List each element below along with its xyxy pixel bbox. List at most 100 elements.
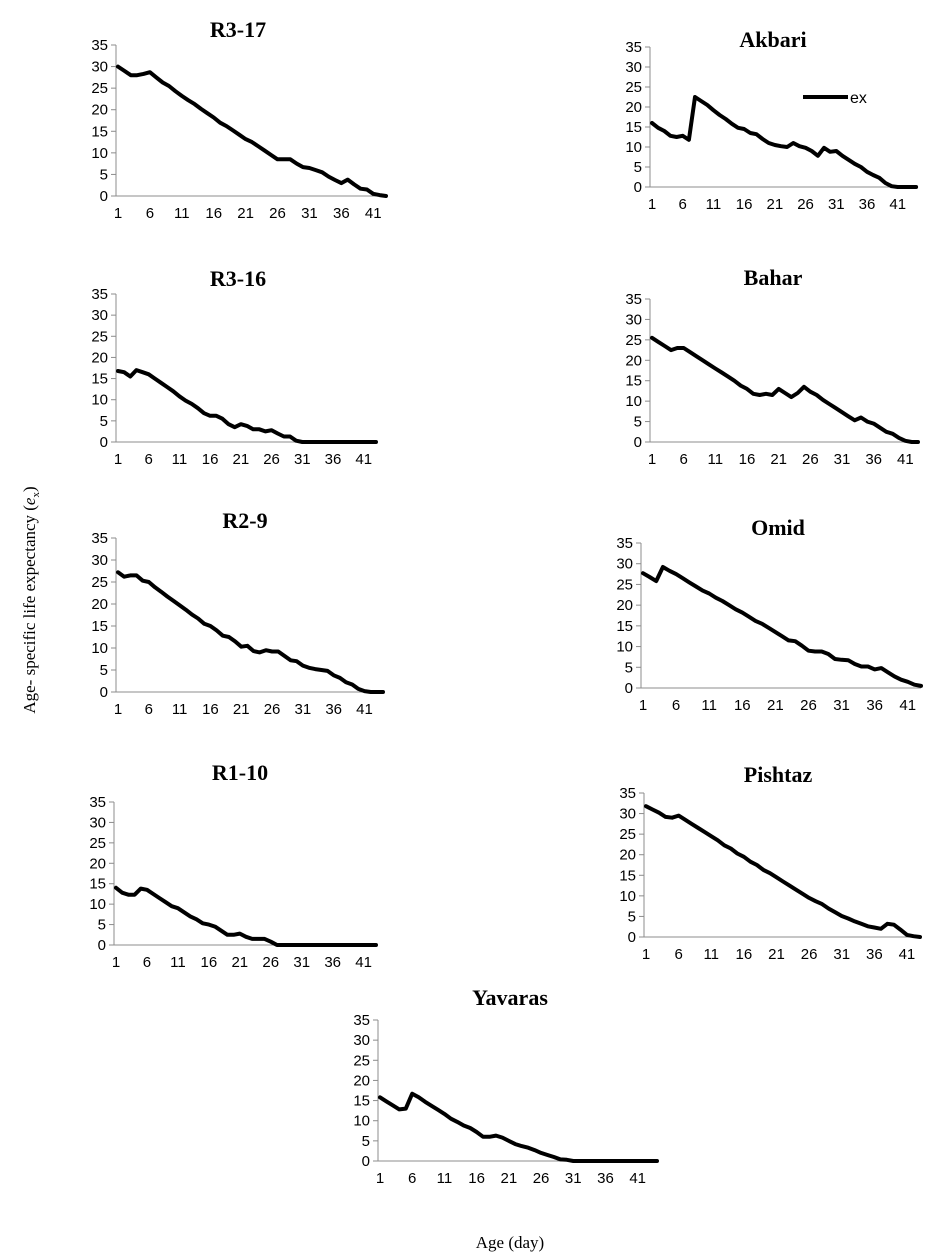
x-tick-label: 31 (833, 697, 850, 714)
y-tick-label: 25 (89, 835, 106, 852)
x-tick-label: 36 (324, 954, 341, 971)
x-tick-label: 21 (237, 205, 254, 222)
x-tick-label: 21 (500, 1170, 517, 1187)
x-tick-label: 21 (767, 697, 784, 714)
y-tick-label: 35 (91, 286, 108, 303)
x-tick-label: 31 (828, 196, 845, 213)
x-tick-label: 1 (114, 205, 122, 222)
x-tick-label: 6 (145, 701, 153, 718)
y-tick-label: 25 (616, 576, 633, 593)
series-line (644, 804, 922, 939)
y-tick-label: 10 (89, 896, 106, 913)
y-tick-label: 35 (353, 1012, 370, 1029)
x-tick-label: 1 (642, 946, 650, 963)
y-tick-label: 25 (625, 79, 642, 96)
chart-title: Pishtaz (744, 762, 813, 787)
y-tick-label: 30 (625, 59, 642, 76)
chart-title: Omid (751, 515, 805, 540)
y-tick-label: 30 (619, 806, 636, 823)
x-tick-label: 36 (866, 946, 883, 963)
y-tick-label: 15 (91, 618, 108, 635)
y-tick-label: 0 (628, 929, 636, 946)
y-tick-label: 20 (616, 597, 633, 614)
x-tick-label: 26 (263, 451, 280, 468)
series-line (116, 570, 385, 694)
x-tick-label: 26 (801, 946, 818, 963)
y-tick-label: 25 (353, 1052, 370, 1069)
series-line (114, 885, 378, 947)
y-tick-label: 15 (625, 373, 642, 390)
x-tick-label: 41 (355, 451, 372, 468)
y-tick-label: 15 (89, 876, 106, 893)
y-tick-label: 35 (625, 291, 642, 308)
x-tick-label: 11 (701, 697, 717, 714)
x-tick-label: 1 (639, 697, 647, 714)
x-tick-label: 36 (325, 451, 342, 468)
x-tick-label: 16 (739, 451, 756, 468)
x-tick-label: 41 (899, 697, 916, 714)
y-tick-label: 5 (634, 159, 642, 176)
x-tick-label: 31 (833, 946, 850, 963)
y-tick-label: 5 (100, 413, 108, 430)
x-tick-label: 16 (468, 1170, 485, 1187)
x-tick-label: 6 (679, 451, 687, 468)
y-tick-label: 20 (619, 847, 636, 864)
chart-title: R3-16 (210, 266, 266, 291)
x-tick-label: 6 (674, 946, 682, 963)
x-tick-label: 16 (202, 451, 219, 468)
x-tick-label: 11 (703, 946, 719, 963)
y-tick-label: 0 (100, 684, 108, 701)
y-tick-label: 10 (625, 139, 642, 156)
y-tick-label: 20 (89, 855, 106, 872)
y-tick-label: 0 (362, 1153, 370, 1170)
y-tick-label: 25 (619, 826, 636, 843)
y-tick-label: 30 (91, 552, 108, 569)
x-tick-label: 1 (112, 954, 120, 971)
figure-ylabel: Age- specific life expectancy (ex) (20, 486, 42, 713)
y-tick-label: 10 (625, 393, 642, 410)
x-tick-label: 1 (376, 1170, 384, 1187)
x-tick-label: 21 (770, 451, 787, 468)
x-tick-label: 26 (800, 697, 817, 714)
y-tick-label: 15 (616, 618, 633, 635)
x-tick-label: 41 (356, 701, 373, 718)
y-tick-label: 20 (91, 596, 108, 613)
x-tick-label: 6 (143, 954, 151, 971)
y-tick-label: 25 (91, 80, 108, 97)
x-tick-label: 31 (565, 1170, 582, 1187)
y-tick-label: 5 (98, 917, 106, 934)
y-tick-label: 30 (625, 311, 642, 328)
y-tick-label: 25 (625, 332, 642, 349)
y-tick-label: 5 (100, 662, 108, 679)
x-tick-label: 36 (859, 196, 876, 213)
y-tick-label: 30 (616, 556, 633, 573)
x-tick-label: 41 (365, 205, 382, 222)
x-tick-label: 41 (899, 946, 916, 963)
legend-label: ex (850, 90, 867, 107)
y-tick-label: 0 (98, 937, 106, 954)
x-tick-label: 1 (648, 451, 656, 468)
x-tick-label: 26 (533, 1170, 550, 1187)
x-tick-label: 6 (145, 451, 153, 468)
x-tick-label: 11 (708, 451, 724, 468)
y-tick-label: 30 (89, 814, 106, 831)
x-tick-label: 31 (293, 954, 310, 971)
y-tick-label: 10 (353, 1113, 370, 1130)
y-tick-label: 30 (91, 59, 108, 76)
y-tick-label: 30 (91, 307, 108, 324)
y-tick-label: 35 (91, 37, 108, 54)
x-tick-label: 36 (597, 1170, 614, 1187)
series-line (116, 64, 388, 198)
series-line (650, 95, 919, 189)
x-tick-label: 31 (834, 451, 851, 468)
y-tick-label: 10 (91, 392, 108, 409)
x-tick-label: 11 (706, 196, 722, 213)
y-tick-label: 0 (634, 179, 642, 196)
y-tick-label: 35 (619, 785, 636, 802)
